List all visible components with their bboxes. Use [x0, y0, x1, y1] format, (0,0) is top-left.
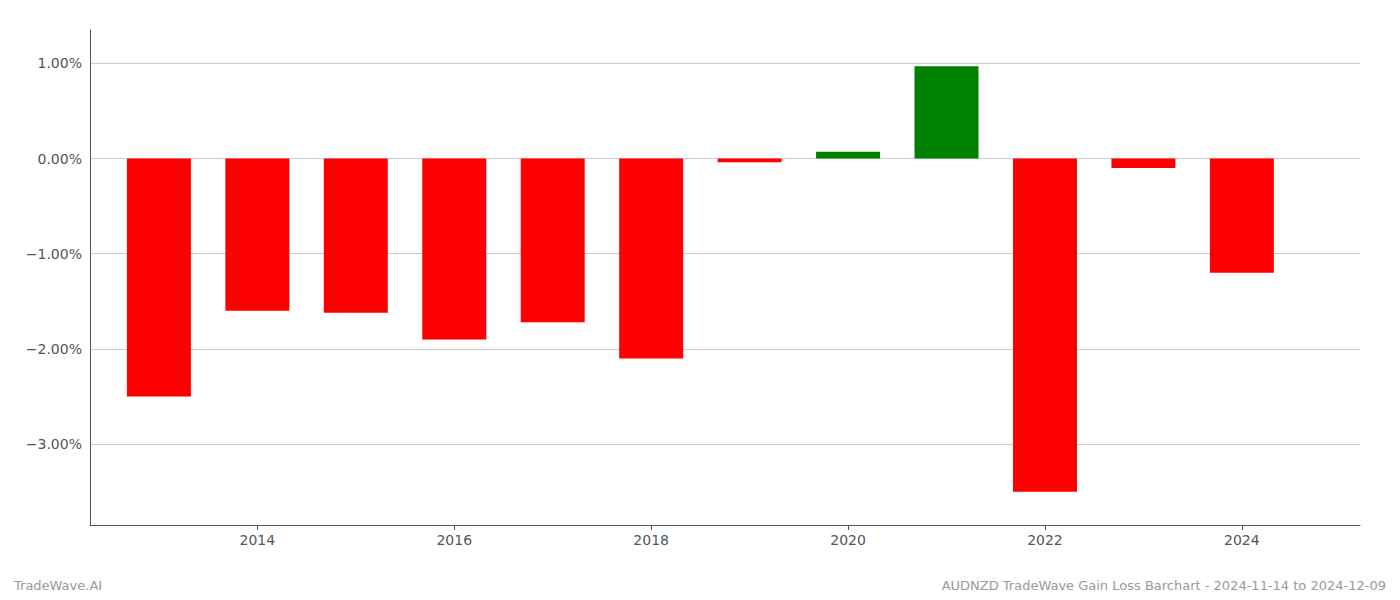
- svg-text:1.00%: 1.00%: [38, 55, 82, 71]
- svg-text:0.00%: 0.00%: [38, 151, 82, 167]
- svg-text:−1.00%: −1.00%: [26, 246, 82, 262]
- svg-text:−2.00%: −2.00%: [26, 341, 82, 357]
- svg-text:2024: 2024: [1224, 532, 1260, 548]
- svg-text:−3.00%: −3.00%: [26, 436, 82, 452]
- svg-text:2022: 2022: [1027, 532, 1063, 548]
- svg-text:2018: 2018: [633, 532, 669, 548]
- svg-text:2014: 2014: [240, 532, 276, 548]
- svg-text:AUDNZD TradeWave Gain Loss Bar: AUDNZD TradeWave Gain Loss Barchart - 20…: [942, 578, 1386, 593]
- svg-text:2020: 2020: [830, 532, 866, 548]
- svg-text:2016: 2016: [436, 532, 472, 548]
- svg-text:TradeWave.AI: TradeWave.AI: [13, 578, 102, 593]
